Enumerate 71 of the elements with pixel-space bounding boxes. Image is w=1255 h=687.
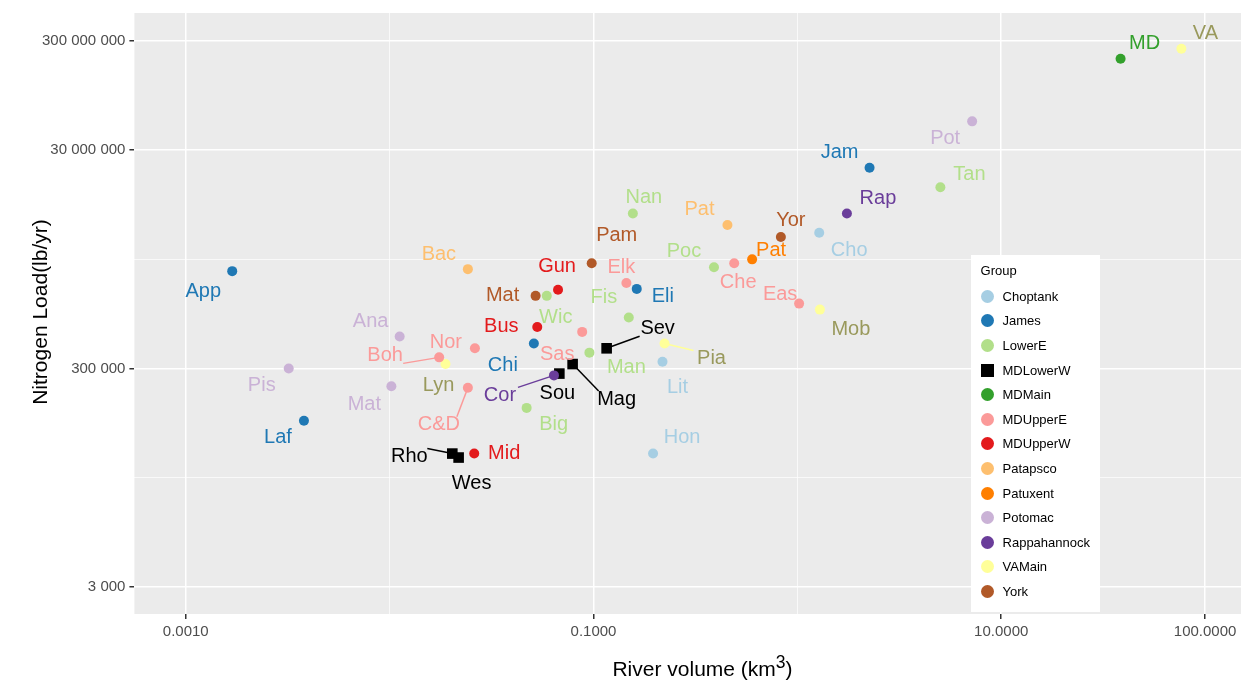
y-tick-label: 300 000 bbox=[71, 358, 126, 376]
annotation: Pia bbox=[697, 345, 727, 368]
annotation: Bac bbox=[421, 241, 457, 264]
annotation: Pam bbox=[596, 222, 638, 245]
annotation: Boh bbox=[367, 342, 403, 365]
annotation: Man bbox=[606, 355, 646, 378]
annotation: Pis bbox=[247, 373, 276, 396]
annotation: Sou bbox=[539, 381, 576, 404]
legend-label: MDUpperE bbox=[1002, 411, 1067, 427]
annotation: Eas bbox=[762, 282, 798, 305]
y-tick-label: 30 000 000 bbox=[50, 140, 126, 158]
y-tick-label: 3 000 bbox=[87, 577, 126, 595]
legend-label: MDLowerW bbox=[1002, 362, 1071, 378]
annotation: Pat bbox=[756, 237, 787, 260]
annotation: VA bbox=[1192, 21, 1219, 44]
annotation: App bbox=[185, 278, 222, 301]
y-axis-title: Nitrogen Load(lb/yr) bbox=[28, 218, 52, 407]
annotation: Ana bbox=[352, 309, 390, 332]
annotation: Che bbox=[719, 269, 757, 292]
annotation: Rap bbox=[859, 185, 897, 208]
annotation: Nan bbox=[625, 184, 663, 207]
annotation: Big bbox=[539, 412, 569, 435]
legend-label: Potomac bbox=[1002, 510, 1054, 526]
x-axis-title: River volume (km$^{3}$) bbox=[611, 652, 794, 681]
legend-label: MDUpperW bbox=[1002, 436, 1071, 452]
annotation: Sev bbox=[640, 315, 675, 338]
annotation: Wic bbox=[539, 305, 573, 328]
annotation: Gun bbox=[538, 254, 576, 277]
legend-label: James bbox=[1002, 313, 1041, 329]
legend-label: LowerE bbox=[1002, 337, 1047, 353]
annotation: Lit bbox=[666, 375, 689, 398]
x-tick-label: 0.1000 bbox=[570, 622, 617, 640]
annotation: Tan bbox=[953, 161, 986, 184]
annotation: Mat bbox=[485, 283, 520, 306]
annotation: Sas bbox=[539, 342, 575, 365]
annotation: Laf bbox=[264, 425, 293, 448]
legend-label: Rappahannock bbox=[1002, 534, 1090, 550]
annotation: Elk bbox=[607, 254, 637, 277]
annotation: Mid bbox=[488, 441, 521, 464]
annotation: Yor bbox=[776, 207, 806, 230]
annotation: MD bbox=[1129, 31, 1161, 54]
annotation: Mat bbox=[347, 391, 382, 414]
annotation: Nor bbox=[429, 329, 463, 352]
legend-label: Patapsco bbox=[1002, 460, 1057, 476]
annotation: Wes bbox=[451, 471, 492, 494]
annotation: Bus bbox=[484, 313, 519, 336]
legend-label: VAMain bbox=[1002, 559, 1048, 575]
annotation: Mag bbox=[597, 386, 637, 409]
legend-title: Group bbox=[980, 263, 1018, 278]
x-tick-label: 0.0010 bbox=[162, 622, 209, 640]
y-tick-label: 300 000 000 bbox=[41, 31, 126, 49]
annotation: Cor bbox=[483, 382, 517, 405]
annotation: Pot bbox=[930, 125, 961, 148]
x-tick-label: 10.0000 bbox=[974, 622, 1029, 640]
legend-label: Choptank bbox=[1002, 288, 1059, 304]
annotation: Poc bbox=[666, 238, 702, 261]
annotation: Cho bbox=[830, 238, 868, 261]
annotation: Hon bbox=[663, 425, 701, 448]
x-tick-label: 100.0000 bbox=[1173, 622, 1237, 640]
annotation: Jam bbox=[820, 140, 859, 163]
annotation: Fis bbox=[590, 285, 618, 308]
annotation: Pat bbox=[684, 197, 715, 220]
annotation: Rho bbox=[390, 444, 428, 467]
legend-label: York bbox=[1002, 583, 1029, 599]
annotation: Lyn bbox=[422, 372, 455, 395]
annotation: Mob bbox=[831, 317, 871, 340]
annotation: C&D bbox=[417, 412, 460, 435]
annotation: Chi bbox=[487, 352, 518, 375]
legend-label: Patuxent bbox=[1002, 485, 1054, 501]
annotation: Eli bbox=[651, 284, 674, 307]
legend-label: MDMain bbox=[1002, 387, 1051, 403]
